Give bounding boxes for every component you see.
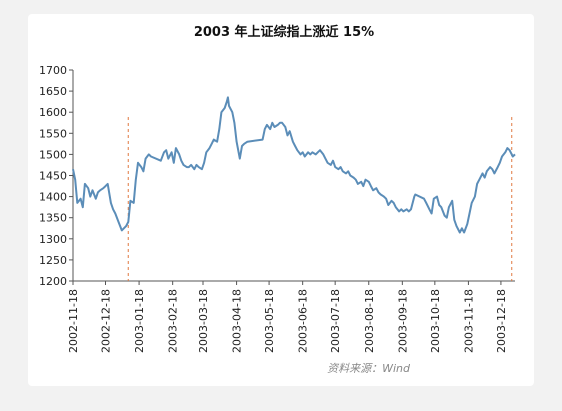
x-tick-label: 2003-07-18 [329,289,342,353]
y-tick-label: 1250 [39,254,67,267]
y-tick-label: 1550 [39,127,67,140]
x-tick-label: 2003-11-18 [462,289,475,353]
x-tick-label: 2003-02-18 [167,289,180,353]
y-tick-label: 1700 [39,64,67,77]
x-tick-label: 2003-06-18 [297,289,310,353]
series-group [72,96,516,234]
y-tick-label: 1650 [39,85,67,98]
y-tick-label: 1200 [39,275,67,288]
y-tick-label: 1350 [39,212,67,225]
x-tick-label: 2003-12-18 [495,289,508,353]
y-axis: 1200 1250 1300 1350 1400 1450 1500 1550 1600 1650… [39,64,74,288]
x-tick-label: 2002-12-18 [100,289,113,353]
x-tick-label: 2003-09-18 [396,289,409,353]
y-tick-label: 1500 [39,148,67,161]
x-tick-label: 2003-04-18 [231,289,244,353]
chart-title: 2003 年上证综指上涨近 15% [194,24,374,40]
x-axis: 2002-11-18 2002-12-18 2003-01-18 2003-02-18… [67,280,515,353]
x-tick-label: 2003-05-18 [263,289,276,353]
y-tick-label: 1400 [39,191,67,204]
x-tick-label: 2003-01-18 [133,289,146,353]
y-tick-label: 1600 [39,106,67,119]
y-tick-label: 1300 [39,233,67,246]
chart-svg: 2003 年上证综指上涨近 15% 1200 1250 1300 1350 1400 14… [39,24,516,375]
x-tick-label: 2003-10-18 [429,289,442,353]
reference-markers [127,117,513,281]
x-tick-label: 2003-08-18 [363,289,376,353]
source-note: 资料来源：Wind [327,362,411,375]
x-tick-label: 2002-11-18 [67,289,80,353]
y-tick-label: 1450 [39,170,67,183]
series-line [72,96,516,234]
x-tick-label: 2003-03-18 [197,289,210,353]
chart-card: 2003 年上证综指上涨近 15% 1200 1250 1300 1350 1400 14… [28,14,534,386]
